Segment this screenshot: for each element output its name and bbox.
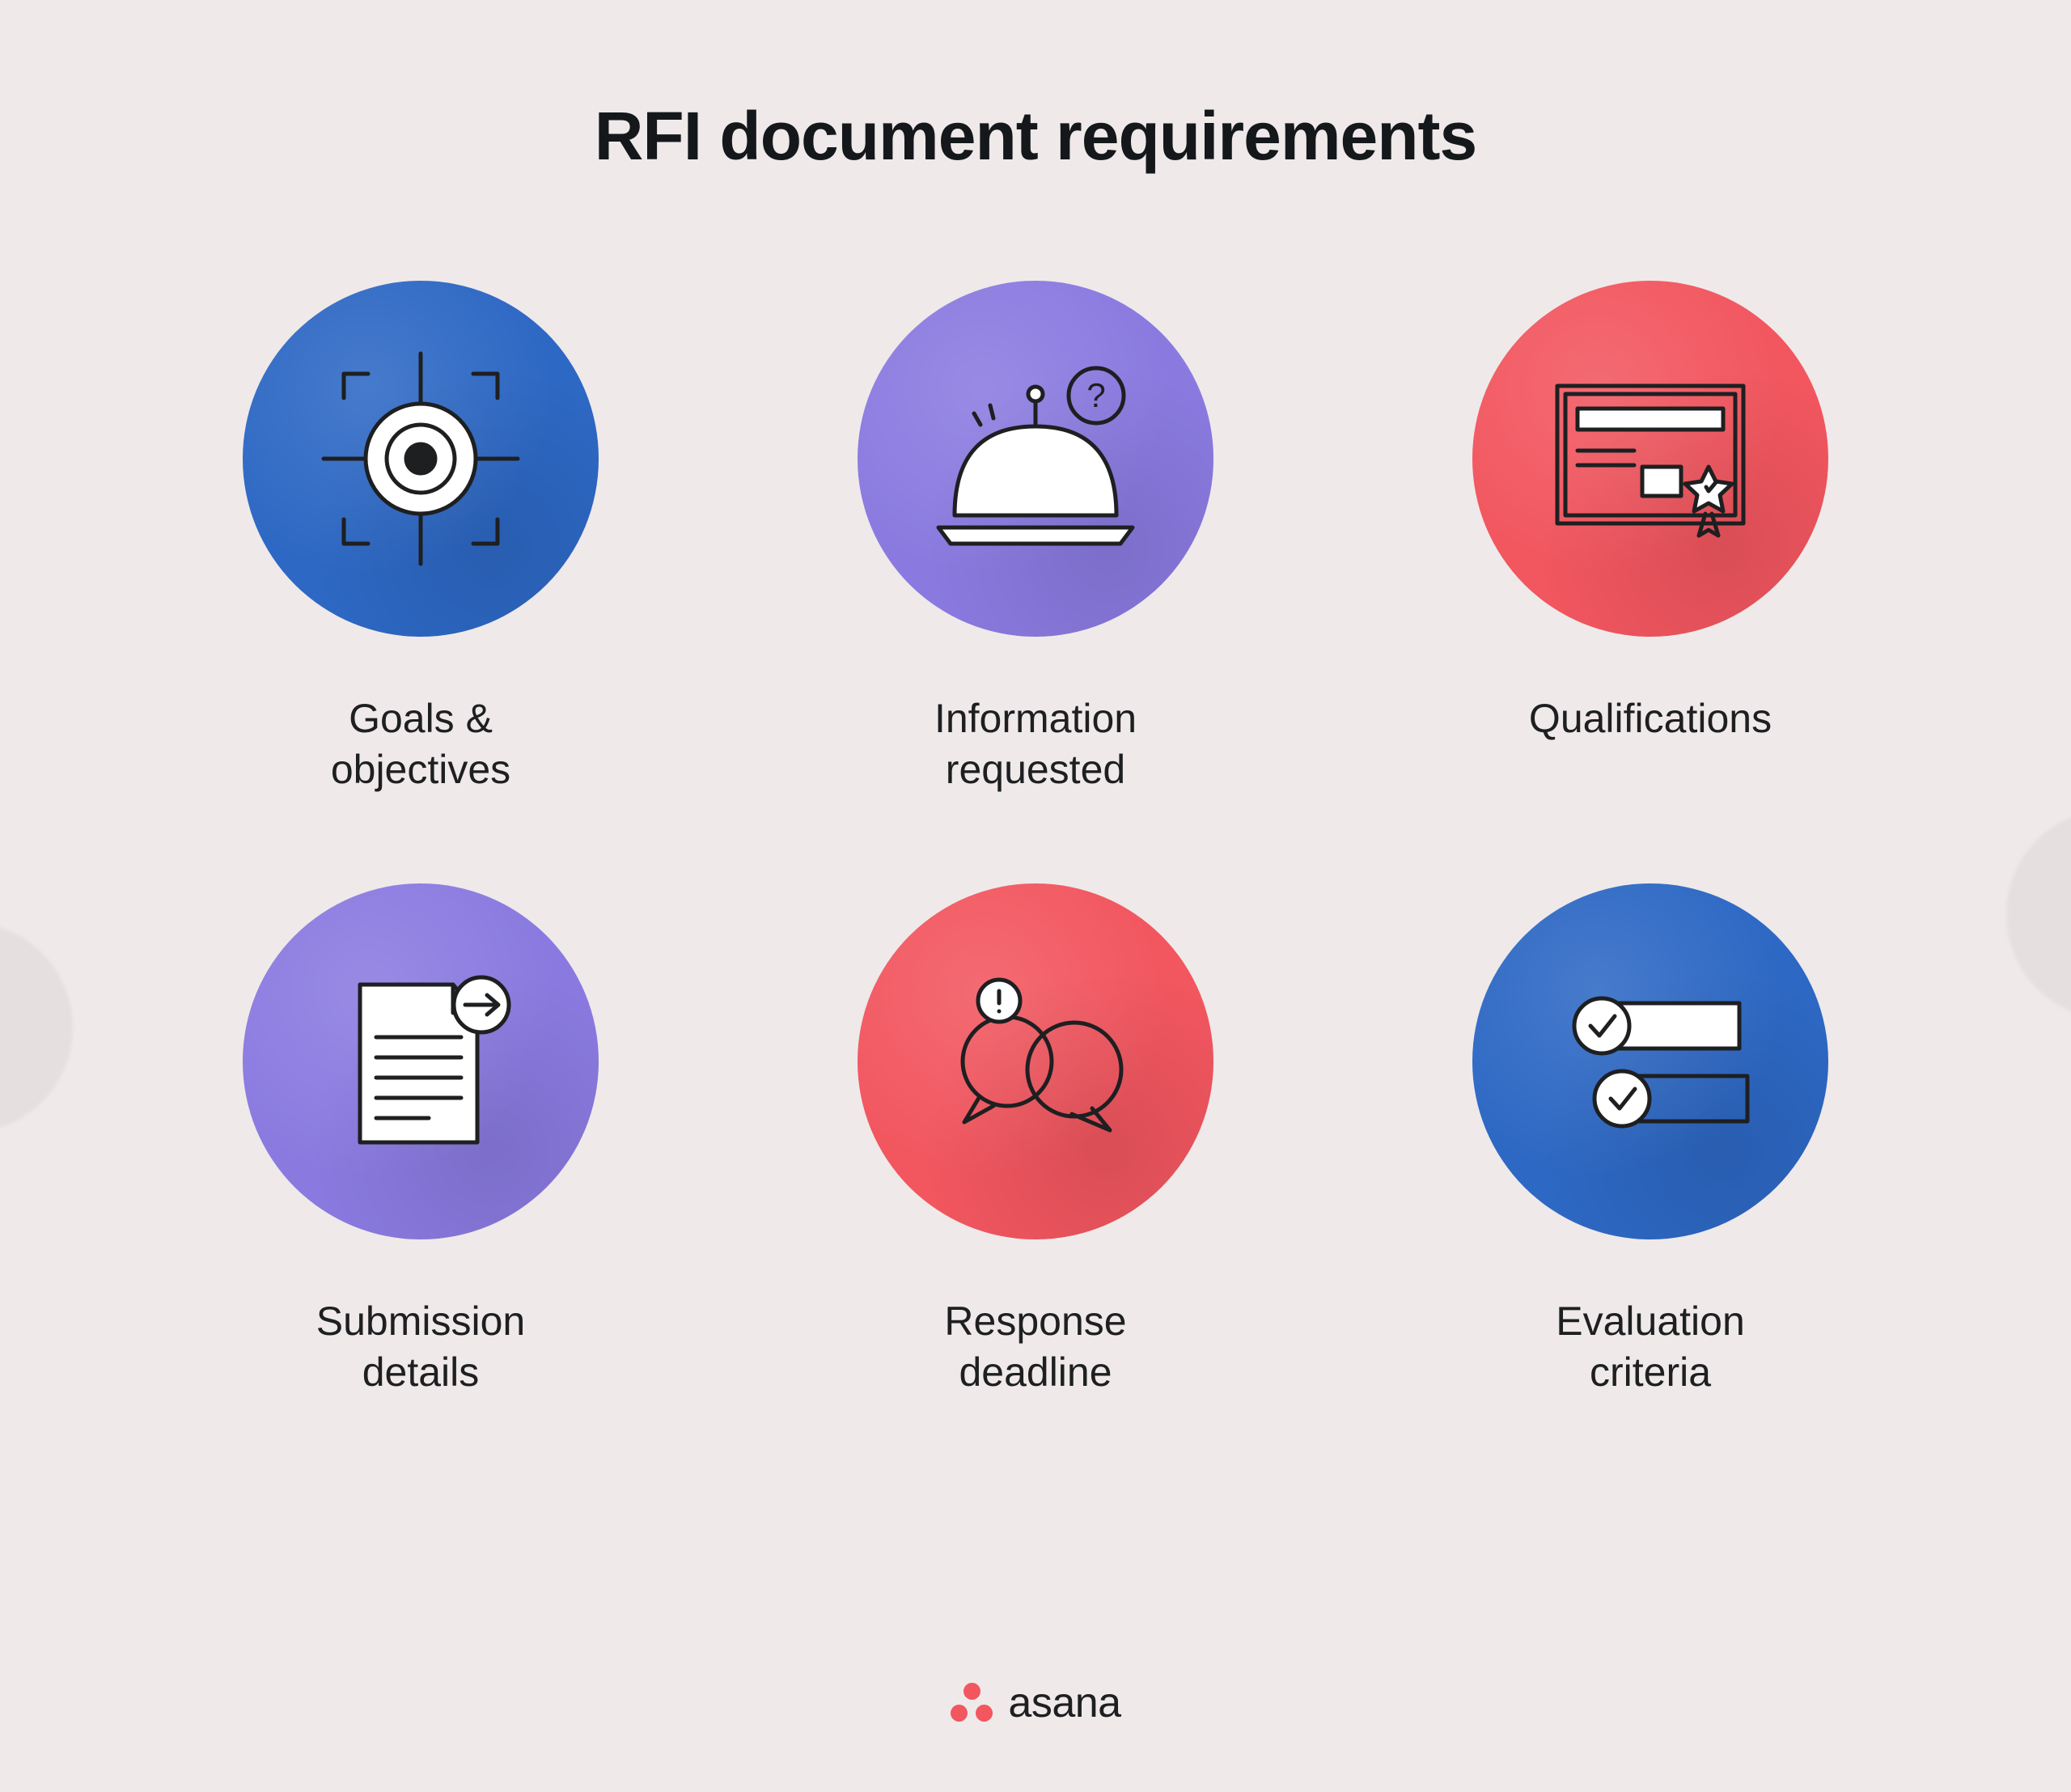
circle-qualifications bbox=[1472, 281, 1828, 637]
circle-evaluation bbox=[1472, 883, 1828, 1239]
circle-goals bbox=[243, 281, 599, 637]
brand-name: asana bbox=[1008, 1679, 1120, 1727]
label-qualifications: Qualifications bbox=[1529, 693, 1772, 744]
item-submission: Submissiondetails bbox=[243, 883, 599, 1397]
chat-alert-icon bbox=[906, 940, 1165, 1183]
item-qualifications: Qualifications bbox=[1472, 281, 1828, 794]
document-send-icon bbox=[299, 940, 542, 1183]
infographic-canvas: RFI document requirements bbox=[0, 0, 2071, 1792]
label-submission: Submissiondetails bbox=[316, 1296, 525, 1397]
circle-info: ? bbox=[858, 281, 1213, 637]
decorative-blur-right bbox=[2006, 809, 2071, 1019]
page-title: RFI document requirements bbox=[595, 97, 1477, 176]
target-icon bbox=[299, 337, 542, 580]
label-deadline: Responsedeadline bbox=[944, 1296, 1126, 1397]
item-deadline: Responsedeadline bbox=[858, 883, 1213, 1397]
brand-footer: asana bbox=[950, 1630, 1120, 1727]
svg-text:?: ? bbox=[1086, 376, 1105, 414]
label-goals: Goals &objectives bbox=[331, 693, 510, 794]
item-info: ? Informationrequested bbox=[858, 281, 1213, 794]
label-info: Informationrequested bbox=[934, 693, 1137, 794]
label-evaluation: Evaluationcriteria bbox=[1556, 1296, 1745, 1397]
checklist-icon bbox=[1521, 940, 1780, 1183]
decorative-blur-left bbox=[0, 922, 73, 1133]
requirements-grid: Goals &objectives ? bbox=[186, 281, 1885, 1397]
certificate-icon bbox=[1521, 337, 1780, 580]
service-bell-icon: ? bbox=[906, 337, 1165, 580]
item-goals: Goals &objectives bbox=[243, 281, 599, 794]
circle-submission bbox=[243, 883, 599, 1239]
asana-logo-icon bbox=[950, 1681, 993, 1725]
circle-deadline bbox=[858, 883, 1213, 1239]
item-evaluation: Evaluationcriteria bbox=[1472, 883, 1828, 1397]
